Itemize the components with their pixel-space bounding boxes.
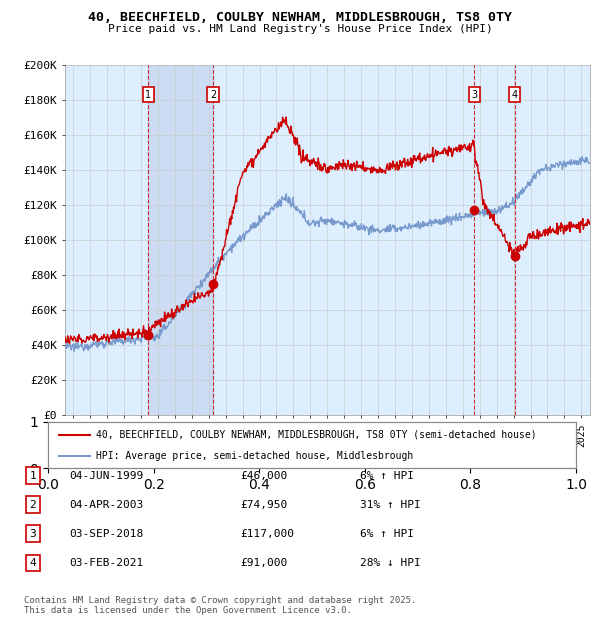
Bar (148, 65, 213, 415)
Text: 04-JUN-1999: 04-JUN-1999 (69, 471, 143, 480)
Text: 6% ↑ HPI: 6% ↑ HPI (360, 529, 414, 539)
Text: 2: 2 (210, 90, 216, 100)
Text: 04-APR-2003: 04-APR-2003 (69, 500, 143, 510)
Text: 4: 4 (29, 558, 37, 568)
Text: 3: 3 (471, 90, 477, 100)
Text: 03-FEB-2021: 03-FEB-2021 (69, 558, 143, 568)
Text: 28% ↓ HPI: 28% ↓ HPI (360, 558, 421, 568)
Text: 40, BEECHFIELD, COULBY NEWHAM, MIDDLESBROUGH, TS8 0TY: 40, BEECHFIELD, COULBY NEWHAM, MIDDLESBR… (88, 11, 512, 24)
Text: Price paid vs. HM Land Registry's House Price Index (HPI): Price paid vs. HM Land Registry's House … (107, 24, 493, 33)
Text: 3: 3 (29, 529, 37, 539)
Text: £74,950: £74,950 (240, 500, 287, 510)
Text: 4: 4 (512, 90, 518, 100)
Text: 2: 2 (29, 500, 37, 510)
Text: 40, BEECHFIELD, COULBY NEWHAM, MIDDLESBROUGH, TS8 0TY (semi-detached house): 40, BEECHFIELD, COULBY NEWHAM, MIDDLESBR… (95, 430, 536, 440)
Text: £117,000: £117,000 (240, 529, 294, 539)
Text: 1: 1 (29, 471, 37, 480)
Text: HPI: Average price, semi-detached house, Middlesbrough: HPI: Average price, semi-detached house,… (95, 451, 413, 461)
Text: 1: 1 (145, 90, 151, 100)
Text: £46,000: £46,000 (240, 471, 287, 480)
Text: 31% ↑ HPI: 31% ↑ HPI (360, 500, 421, 510)
Text: 6% ↑ HPI: 6% ↑ HPI (360, 471, 414, 480)
Text: 03-SEP-2018: 03-SEP-2018 (69, 529, 143, 539)
Text: £91,000: £91,000 (240, 558, 287, 568)
Text: Contains HM Land Registry data © Crown copyright and database right 2025.
This d: Contains HM Land Registry data © Crown c… (24, 596, 416, 615)
